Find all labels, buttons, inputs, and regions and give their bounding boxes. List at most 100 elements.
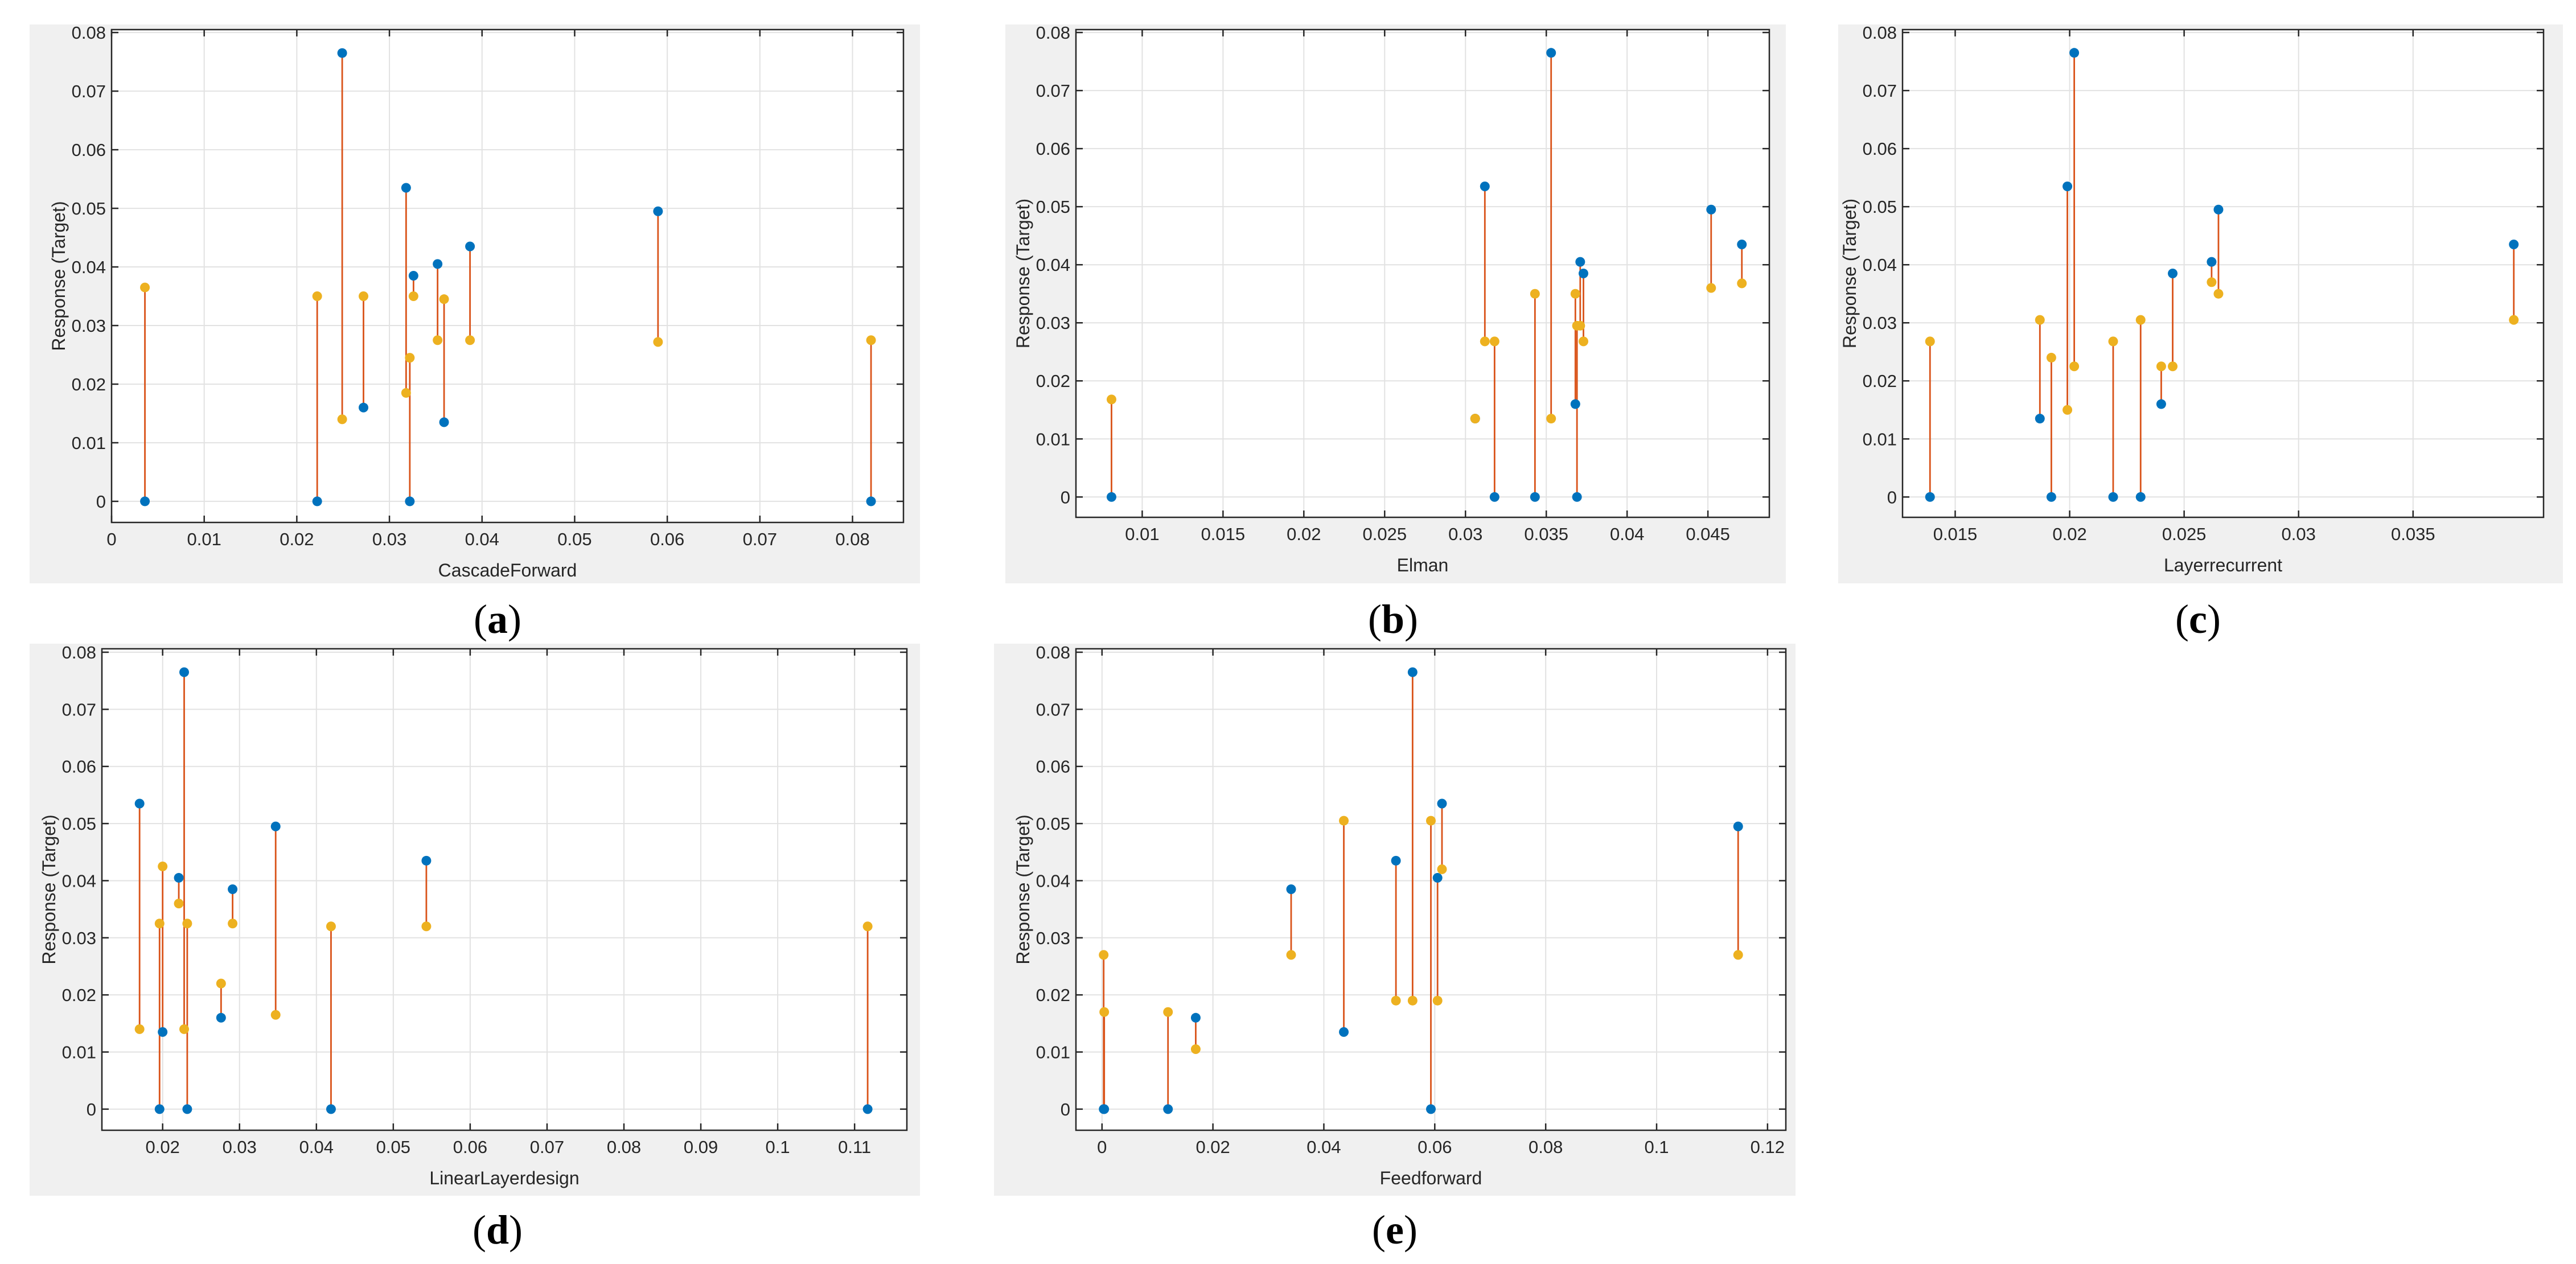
predicted-point	[1099, 950, 1109, 960]
predicted-point	[312, 291, 322, 302]
axes-box	[110, 28, 905, 524]
predicted-point	[408, 291, 418, 302]
predicted-point	[421, 921, 432, 932]
predicted-point	[1546, 414, 1556, 424]
predicted-point	[359, 291, 369, 302]
y-tick-label: 0.07	[1036, 699, 1070, 719]
y-axis-label: Response (Target)	[39, 814, 59, 964]
target-point	[1106, 492, 1116, 502]
predicted-point	[1339, 816, 1349, 826]
y-tick-label: 0.05	[1036, 814, 1070, 834]
target-point	[158, 1027, 168, 1037]
predicted-point	[1706, 283, 1716, 293]
predicted-point	[134, 1024, 145, 1034]
plot-area	[102, 649, 907, 1130]
subfigure-caption: (b)	[1368, 596, 1418, 642]
y-axis-label: Response (Target)	[1839, 199, 1860, 348]
predicted-point	[270, 1010, 281, 1020]
y-tick-label: 0.07	[72, 81, 106, 101]
target-point	[2509, 239, 2519, 249]
plot-area	[1076, 30, 1769, 517]
x-tick-label: 0.06	[650, 529, 684, 549]
target-point	[2035, 414, 2045, 424]
x-tick-label: 0.06	[1418, 1137, 1452, 1157]
axes-box	[1075, 648, 1787, 1131]
target-point	[653, 206, 663, 216]
y-tick-label: 0.04	[1036, 255, 1070, 275]
target-point	[1391, 855, 1401, 866]
predicted-point	[140, 282, 150, 293]
subplot-1: 0 0.01 0.02 0.03 0.04 0.05 0.06 0.07 0.08 0 0.01 0.…	[30, 23, 920, 642]
predicted-point	[2108, 336, 2118, 347]
target-point	[179, 667, 190, 677]
predicted-point	[433, 335, 443, 345]
axes-box	[101, 648, 908, 1131]
x-tick-label: 0.08	[835, 529, 869, 549]
subfigure-caption: (a)	[474, 596, 521, 642]
predicted-point	[1570, 289, 1580, 299]
y-tick-label: 0.02	[1863, 371, 1897, 391]
x-tick-label: 0.035	[1524, 524, 1568, 544]
x-tick-label: 0.05	[557, 529, 591, 549]
target-point	[270, 821, 281, 831]
target-point	[134, 798, 145, 809]
predicted-point	[1286, 950, 1296, 960]
y-tick-label: 0.04	[1863, 255, 1897, 275]
x-tick-label: 0.02	[2052, 524, 2086, 544]
x-tick-label: 0.05	[376, 1137, 410, 1157]
target-point	[1575, 257, 1585, 267]
predicted-point	[1437, 864, 1447, 874]
subplot-4: 0.02 0.03 0.04 0.05 0.06 0.07 0.08 0.09 0.1 0.11 0…	[30, 643, 920, 1253]
predicted-point	[2509, 315, 2519, 325]
predicted-point	[154, 919, 165, 929]
x-tick-label: 0.025	[1362, 524, 1407, 544]
predicted-point	[2207, 277, 2217, 287]
target-point	[326, 1104, 336, 1114]
y-tick-label: 0.03	[72, 316, 106, 336]
x-tick-label: 0.03	[1448, 524, 1482, 544]
target-point	[312, 496, 322, 507]
predicted-point	[1163, 1007, 1173, 1017]
predicted-point	[862, 921, 873, 932]
target-point	[1530, 492, 1540, 502]
y-tick-label: 0	[1061, 1100, 1070, 1119]
predicted-point	[326, 921, 336, 932]
plot-area	[1903, 30, 2544, 517]
y-tick-label: 0	[96, 492, 106, 512]
y-tick-label: 0.05	[62, 814, 96, 834]
target-point	[2046, 492, 2056, 502]
x-tick-label: 0.01	[1125, 524, 1159, 544]
predicted-point	[2063, 405, 2073, 415]
target-point	[421, 855, 432, 866]
y-tick-label: 0.01	[62, 1043, 96, 1063]
x-tick-label: 0.04	[1307, 1137, 1341, 1157]
predicted-point	[1733, 950, 1743, 960]
x-axis-label: Layerrecurrent	[2164, 555, 2282, 575]
predicted-point	[2035, 315, 2045, 325]
y-tick-label: 0.06	[1036, 139, 1070, 159]
y-tick-label: 0.08	[62, 643, 96, 662]
target-point	[1489, 492, 1499, 502]
y-tick-label: 0.04	[62, 871, 96, 891]
predicted-point	[1391, 995, 1401, 1006]
predicted-point	[182, 919, 192, 929]
y-tick-label: 0.07	[62, 699, 96, 719]
y-tick-label: 0	[87, 1100, 96, 1119]
subfigure-caption: (e)	[1372, 1207, 1418, 1253]
predicted-point	[179, 1024, 190, 1034]
x-tick-label: 0.02	[280, 529, 314, 549]
predicted-point	[401, 388, 411, 398]
target-point	[1407, 667, 1418, 677]
predicted-point	[2156, 361, 2166, 372]
predicted-point	[439, 294, 449, 304]
predicted-point	[337, 414, 347, 425]
x-tick-label: 0.1	[766, 1137, 790, 1157]
y-tick-label: 0.01	[1036, 1043, 1070, 1063]
target-point	[1190, 1012, 1201, 1023]
target-point	[2156, 399, 2166, 409]
y-tick-label: 0.02	[1036, 371, 1070, 391]
target-point	[1572, 492, 1582, 502]
predicted-point	[2213, 289, 2224, 299]
predicted-point	[1480, 336, 1490, 347]
y-tick-label: 0.05	[1863, 197, 1897, 217]
